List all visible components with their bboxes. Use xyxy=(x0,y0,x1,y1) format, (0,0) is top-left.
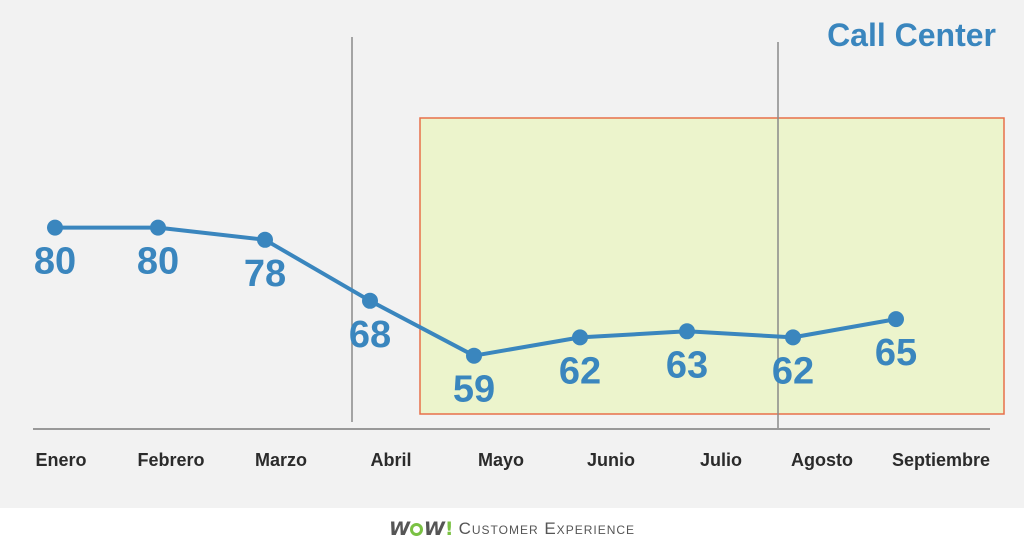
line-chart: Call Center 80 80 78 68 59 62 63 62 65 Enero Febre… xyxy=(33,17,1005,470)
logo-letter-w: W xyxy=(423,518,445,540)
data-point xyxy=(679,323,695,340)
data-point xyxy=(466,347,482,364)
x-tick-label: Septiembre xyxy=(892,450,990,470)
data-label: 68 xyxy=(349,314,391,356)
data-label: 65 xyxy=(875,332,917,374)
logo-o-ring-icon xyxy=(409,522,423,536)
chart-area: Call Center 80 80 78 68 59 62 63 62 65 Enero Febre… xyxy=(0,0,1024,508)
data-marks: 80 80 78 68 59 62 63 62 65 Enero Febrero Marzo Abril… xyxy=(34,219,990,470)
data-point xyxy=(362,292,378,309)
x-tick-label: Junio xyxy=(587,450,635,470)
data-point xyxy=(257,231,273,248)
x-tick-label: Marzo xyxy=(255,450,307,470)
data-label: 78 xyxy=(244,253,286,295)
data-label: 63 xyxy=(666,344,708,386)
data-label: 62 xyxy=(559,350,601,392)
highlight-region xyxy=(419,117,1005,415)
logo-exclamation: ! xyxy=(444,518,454,540)
data-point xyxy=(888,311,904,328)
data-label: 59 xyxy=(453,369,495,411)
x-tick-label: Mayo xyxy=(478,450,524,470)
data-label: 80 xyxy=(137,241,179,283)
data-label: 80 xyxy=(34,241,76,283)
data-point xyxy=(572,329,588,346)
data-point xyxy=(47,219,63,236)
logo-letter-w: W xyxy=(388,518,410,540)
x-tick-label: Julio xyxy=(700,450,742,470)
x-tick-label: Febrero xyxy=(137,450,204,470)
data-point xyxy=(785,329,801,346)
x-tick-label: Enero xyxy=(35,450,86,470)
footer: W W! Customer Experience xyxy=(0,508,1024,550)
x-tick-label: Abril xyxy=(370,450,411,470)
data-point xyxy=(150,219,166,236)
logo-text: Customer Experience xyxy=(458,519,636,538)
chart-title: Call Center xyxy=(827,17,996,53)
x-tick-label: Agosto xyxy=(791,450,853,470)
data-label: 62 xyxy=(772,350,814,392)
wow-logo: W W! xyxy=(388,518,454,540)
